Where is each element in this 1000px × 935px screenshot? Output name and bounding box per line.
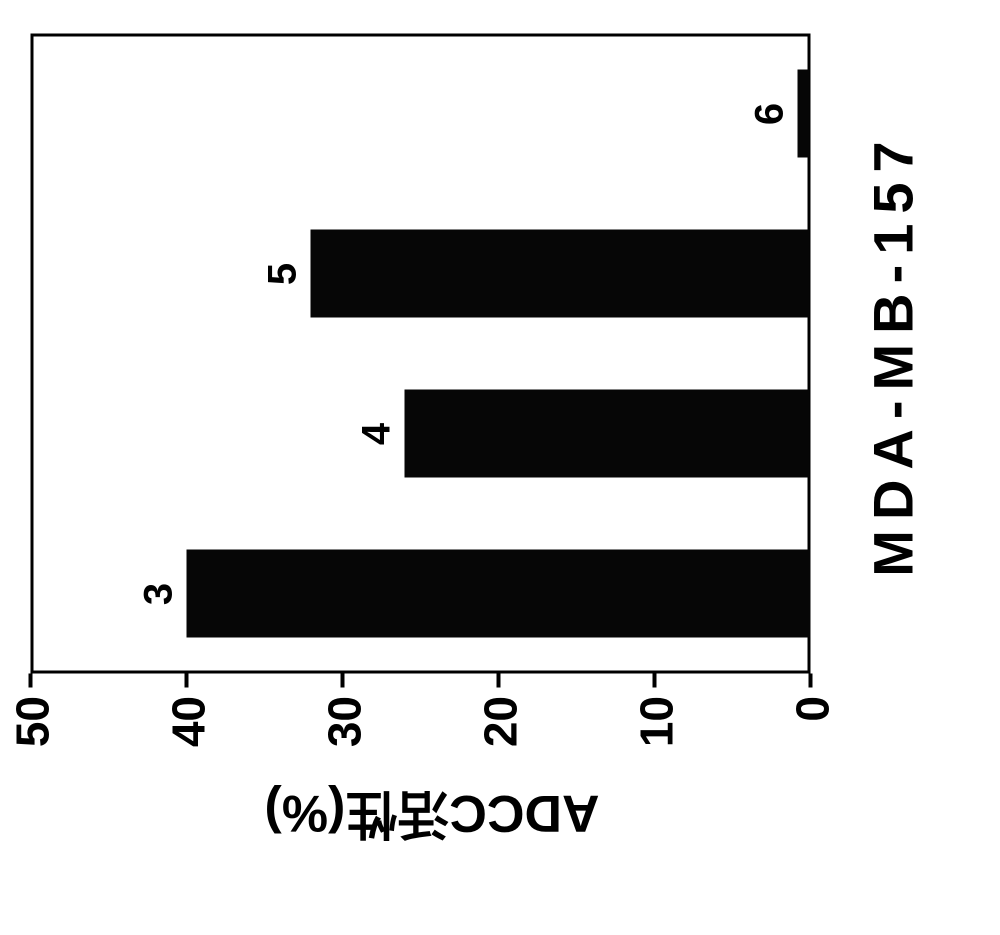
bar-value-label: 6 — [748, 70, 793, 158]
bar — [798, 70, 810, 158]
y-tick-mark — [340, 674, 344, 688]
y-tick-label: 50 — [5, 696, 59, 766]
y-tick-mark — [496, 674, 500, 688]
y-axis-label: ADCC活性(%) — [182, 782, 682, 857]
y-tick-mark — [28, 674, 32, 688]
y-tick-label: 10 — [629, 696, 683, 766]
y-tick-mark — [808, 674, 812, 688]
y-tick-label: 0 — [785, 696, 839, 766]
y-tick-label: 30 — [317, 696, 371, 766]
x-axis-label: MDA-MB-157 — [860, 34, 925, 674]
bar-value-label: 4 — [354, 390, 399, 478]
bar-value-label: 5 — [261, 230, 306, 318]
y-tick-mark — [184, 674, 188, 688]
bar — [311, 230, 810, 318]
y-tick-label: 20 — [473, 696, 527, 766]
bar — [186, 550, 810, 638]
bar — [404, 390, 810, 478]
y-tick-mark — [652, 674, 656, 688]
y-tick-label: 40 — [161, 696, 215, 766]
bar-value-label: 3 — [136, 550, 181, 638]
